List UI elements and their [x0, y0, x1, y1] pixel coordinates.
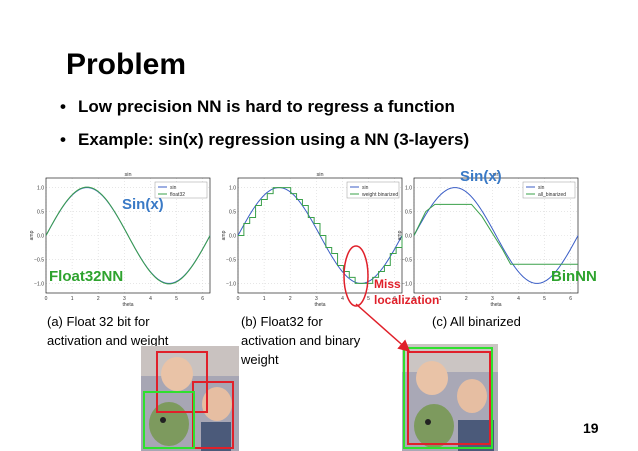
- y-tick-label: −0.5: [226, 257, 236, 263]
- y-axis-label: amp: [222, 230, 227, 240]
- y-tick-label: 0.0: [405, 234, 412, 240]
- arrow-icon: [355, 303, 411, 352]
- x-tick-label: 6: [393, 296, 396, 302]
- bullet-dot-icon: •: [60, 130, 66, 149]
- miss-ellipse: [343, 245, 369, 307]
- sin-label-right: Sin(x): [460, 168, 502, 185]
- y-tick-label: −0.5: [402, 257, 412, 263]
- caption-a-line2: activation and weight: [47, 333, 169, 348]
- bullet-dot-icon: •: [60, 97, 66, 116]
- legend-entry: sin: [362, 185, 369, 191]
- x-tick-label: 6: [569, 296, 572, 302]
- y-tick-label: 1.0: [229, 186, 236, 192]
- plot-weight-binarized: 0 1 2 3 4 5 6 1.0 0.5 0.0 −0.5 −1.0 sin theta amp sin we…: [222, 168, 407, 308]
- chart-title: sin: [492, 172, 499, 178]
- chart-title: sin: [316, 172, 323, 178]
- bullet-list: • Low precision NN is hard to regress a f…: [60, 96, 469, 162]
- x-tick-label: 3: [123, 296, 126, 302]
- x-tick-label: 0: [45, 296, 48, 302]
- caption-b-line2: activation and binary: [241, 333, 361, 348]
- detection-photo-left: [141, 346, 239, 451]
- caption-c: (c) All binarized: [432, 312, 521, 331]
- series-approx-line: [413, 203, 578, 265]
- y-tick-label: −1.0: [34, 281, 44, 287]
- legend-entry: all_binarized: [538, 192, 566, 198]
- bullet-text: Example: sin(x) regression using a NN (3…: [78, 130, 470, 149]
- y-tick-label: −1.0: [226, 281, 236, 287]
- caption-b-line3: weight: [241, 352, 279, 367]
- x-tick-label: 4: [517, 296, 520, 302]
- photo-illustration: [402, 344, 498, 451]
- binnn-label: BinNN: [551, 268, 597, 285]
- x-tick-label: 1: [263, 296, 266, 302]
- y-axis-label: amp: [398, 230, 403, 240]
- bullet-text: Low precision NN is hard to regress a fu…: [78, 97, 455, 116]
- legend-box: [346, 181, 400, 199]
- series-approx-line: [238, 187, 403, 284]
- caption-a: (a) Float 32 bit for activation and weig…: [47, 312, 168, 350]
- y-tick-label: −1.0: [402, 281, 412, 287]
- miss-label-line1: Miss: [374, 277, 401, 291]
- detection-boxes-left: [143, 351, 234, 449]
- x-tick-label: 6: [201, 296, 204, 302]
- chart-title: sin: [124, 172, 131, 178]
- x-tick-label: 1: [439, 296, 442, 302]
- x-tick-label: 2: [97, 296, 100, 302]
- x-tick-label: 2: [465, 296, 468, 302]
- miss-localization-label: Miss localization: [374, 276, 439, 308]
- bullet-item: • Low precision NN is hard to regress a f…: [60, 96, 469, 129]
- detection-photo-right: [402, 344, 498, 451]
- x-tick-label: 3: [315, 296, 318, 302]
- y-tick-label: 0.0: [37, 234, 44, 240]
- legend-entry: float32: [170, 192, 185, 198]
- x-axis-label: theta: [314, 302, 325, 308]
- caption-b-line1: (b) Float32 for: [241, 314, 323, 329]
- page-number: 19: [583, 420, 599, 436]
- slide-title: Problem: [66, 48, 187, 81]
- detection-boxes-right: [403, 347, 493, 449]
- x-tick-label: 0: [237, 296, 240, 302]
- y-axis-label: amp: [30, 230, 35, 240]
- legend-entry: weight binarized: [362, 192, 398, 198]
- x-axis-label: theta: [490, 302, 501, 308]
- legend-entry: sin: [170, 185, 177, 191]
- plot-all-binarized: 0 1 2 3 4 5 6 1.0 0.5 0.0 −0.5 −1.0 sin theta amp sin al…: [398, 168, 583, 308]
- series-approx-line: [45, 186, 211, 285]
- caption-b: (b) Float32 for activation and binary we…: [241, 312, 360, 369]
- x-tick-label: 5: [543, 296, 546, 302]
- legend-box: [522, 181, 576, 199]
- x-tick-label: 5: [367, 296, 370, 302]
- bullet-item: • Example: sin(x) regression using a NN (…: [60, 129, 469, 162]
- series-sin-line: [413, 187, 579, 284]
- x-tick-label: 3: [491, 296, 494, 302]
- x-tick-label: 4: [341, 296, 344, 302]
- y-tick-label: 0.5: [229, 210, 236, 216]
- y-tick-label: 0.0: [229, 234, 236, 240]
- float32nn-label: Float32NN: [49, 268, 124, 285]
- caption-a-line1: (a) Float 32 bit for: [47, 314, 150, 329]
- y-tick-label: 0.5: [405, 210, 412, 216]
- y-tick-label: 0.5: [37, 210, 44, 216]
- miss-label-line2: localization: [374, 293, 440, 307]
- x-tick-label: 0: [413, 296, 416, 302]
- x-tick-label: 1: [71, 296, 74, 302]
- y-tick-label: 1.0: [405, 186, 412, 192]
- x-axis-label: theta: [122, 302, 133, 308]
- caption-c-line1: (c) All binarized: [432, 314, 521, 329]
- x-tick-label: 5: [175, 296, 178, 302]
- legend-entry: sin: [538, 185, 545, 191]
- x-tick-label: 4: [149, 296, 152, 302]
- legend-box: [154, 181, 208, 199]
- sin-label-left: Sin(x): [122, 196, 164, 213]
- y-tick-label: 1.0: [37, 186, 44, 192]
- y-tick-label: −0.5: [34, 257, 44, 263]
- plot-float32: 0 1 2 3 4 5 6 1.0 0.5 0.0 −0.5 −1.0 sin theta amp sin fl…: [30, 168, 215, 308]
- x-tick-label: 2: [289, 296, 292, 302]
